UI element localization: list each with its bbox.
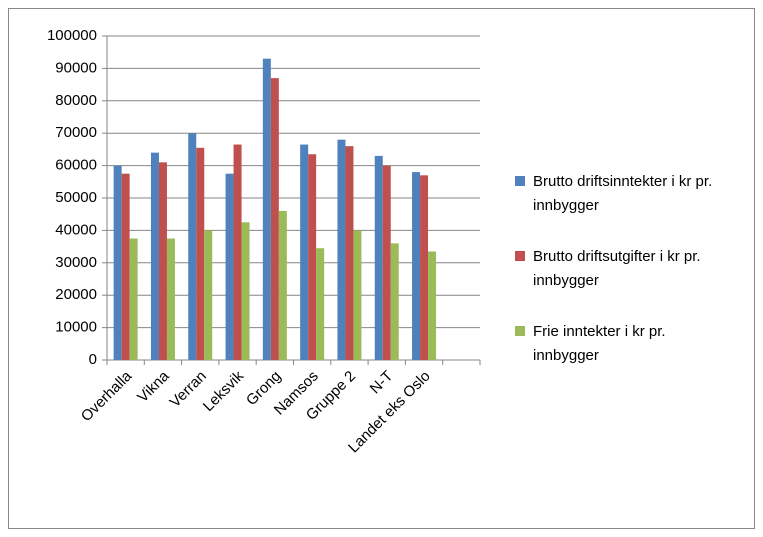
bar [337,139,346,360]
legend-label: Brutto driftsutgifter i kr pr. innbygger [533,248,701,289]
y-tick-label: 90000 [55,59,97,76]
y-tick-label: 60000 [55,157,97,174]
bar [150,152,159,360]
bar [166,238,175,360]
bar [300,144,309,360]
bar [262,58,271,361]
legend-swatch [515,326,525,336]
bar [428,251,437,360]
bar [353,230,362,360]
y-tick-label: 20000 [55,286,97,303]
legend-entry: Brutto driftsutgifter i kr pr. innbygger [515,245,733,293]
y-tick-label: 80000 [55,92,97,109]
bar [129,238,138,360]
bar [196,147,205,360]
bar [412,172,421,360]
legend-label: Brutto driftsinntekter i kr pr. innbygge… [533,173,713,214]
legend-swatch [515,251,525,261]
bar [113,165,122,360]
bar [225,173,234,360]
bar [278,210,287,360]
y-tick-label: 50000 [55,189,97,206]
y-tick-label: 70000 [55,124,97,141]
bar [382,165,391,360]
legend-swatch [515,176,525,186]
bar [316,248,325,360]
bar [345,146,354,360]
legend-entry: Frie inntekter i kr pr. innbygger [515,320,733,368]
bar [121,173,130,360]
bar [241,222,250,360]
bar [233,144,242,360]
bar [158,162,167,360]
y-tick-label: 30000 [55,254,97,271]
bar [374,155,383,360]
legend-entry: Brutto driftsinntekter i kr pr. innbygge… [515,170,733,218]
bar [420,175,429,360]
bar [188,133,197,360]
bar [308,154,317,360]
legend-label: Frie inntekter i kr pr. innbygger [533,323,666,364]
bar [270,78,279,361]
y-tick-label: 10000 [55,319,97,336]
y-tick-label: 0 [89,351,97,368]
bar [204,230,213,360]
y-tick-label: 100000 [47,27,97,44]
y-tick-label: 40000 [55,221,97,238]
bar [390,243,399,360]
